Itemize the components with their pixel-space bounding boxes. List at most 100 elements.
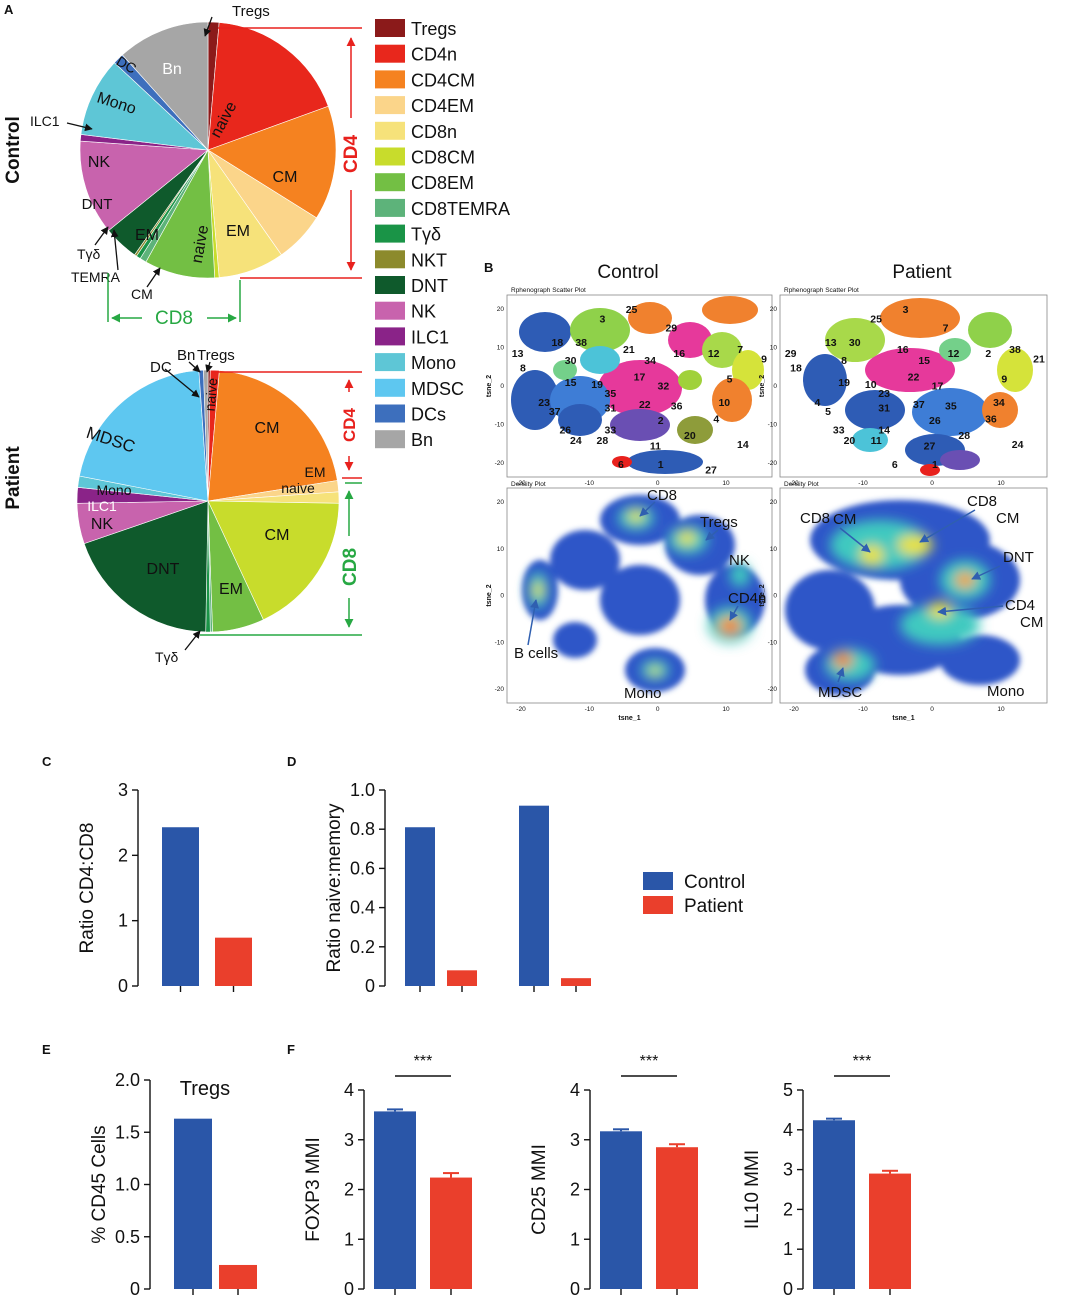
- ytick-label: 0: [365, 976, 375, 996]
- cluster-id-18: 18: [790, 362, 802, 374]
- ytick-label: 2: [344, 1180, 354, 1200]
- ann-dnt-p: DNT: [1003, 549, 1034, 566]
- density-ann-control: CD8 Tregs NK CD4n B cells Mono: [514, 487, 766, 702]
- cluster-id-10: 10: [718, 397, 730, 409]
- cluster-id-15: 15: [565, 377, 577, 389]
- cluster-id-1: 1: [658, 459, 664, 471]
- tsne-xtick: 10: [997, 706, 1005, 713]
- tsne-xtick: -10: [585, 706, 595, 713]
- ytick-label: 2: [118, 845, 128, 865]
- ytick-label: 3: [118, 780, 128, 800]
- pie-label-em-cd8-p: EM: [219, 581, 243, 598]
- cluster-id-2: 2: [985, 348, 991, 360]
- ytick-label: 0.2: [350, 937, 375, 957]
- legend-swatch-11: [375, 301, 405, 320]
- bar-control: [519, 805, 549, 986]
- cluster-id-18: 18: [552, 337, 564, 349]
- cluster-id-19: 19: [591, 379, 603, 391]
- ytick-label: 4: [570, 1080, 580, 1100]
- ann-cm-b-p: CM: [996, 510, 1019, 527]
- sig-label: ***: [853, 1053, 872, 1070]
- legend-swatch-4: [375, 121, 405, 140]
- ytick-label: 3: [783, 1160, 793, 1180]
- ytick-label: 1: [118, 911, 128, 931]
- pie-label-bn: Bn: [162, 61, 182, 78]
- tsne-ytick: -20: [768, 686, 778, 693]
- cluster-id-23: 23: [878, 388, 890, 400]
- panel-letter-c: C: [42, 754, 52, 769]
- cluster-id-29: 29: [665, 322, 677, 334]
- cluster-id-3: 3: [903, 304, 909, 316]
- cluster-id-4: 4: [713, 413, 719, 425]
- pie-slice-dnt: [83, 500, 209, 633]
- ann-cd8-c: CD8: [647, 487, 677, 504]
- ann-cd8b-p: CD8: [967, 493, 997, 510]
- cluster-id-31: 31: [878, 402, 890, 414]
- row-label-control: Control: [3, 116, 24, 184]
- bar-legend: Control Patient: [643, 872, 745, 917]
- pie-label-em-cd4-p: EM: [305, 464, 326, 480]
- tsne-ytick: 0: [773, 383, 777, 390]
- cluster-id-3: 3: [599, 313, 605, 325]
- ylabel: FOXP3 MMI: [303, 1137, 324, 1242]
- cluster-id-30: 30: [565, 355, 577, 367]
- chart-title: Tregs: [180, 1078, 230, 1100]
- arrow-tgd: [94, 226, 109, 246]
- cluster-id-19: 19: [838, 377, 850, 389]
- legend-label-5: CD8CM: [411, 148, 475, 168]
- legend-label-8: Tγδ: [411, 225, 441, 245]
- pie-label-tregs-p: Tregs: [197, 347, 235, 364]
- tsne-ylabel: tsne_2: [759, 584, 766, 606]
- ann-cd4n-c: CD4n: [728, 590, 766, 607]
- tsne-xtick: 0: [930, 706, 934, 713]
- sig-label: ***: [640, 1053, 659, 1070]
- cluster-id-6: 6: [618, 459, 624, 471]
- ann-nk-c: NK: [729, 552, 750, 569]
- ylabel: % CD45 Cells: [89, 1125, 110, 1243]
- cluster-id-9: 9: [1001, 373, 1007, 385]
- cluster-id-9: 9: [761, 353, 767, 365]
- pie-slice-bn: [121, 21, 209, 151]
- tsne-xtick: 10: [722, 480, 730, 487]
- ytick-label: 3: [570, 1130, 580, 1150]
- tsne-xtick: -10: [858, 480, 868, 487]
- cluster-id-35: 35: [605, 388, 617, 400]
- pie-label-cm-cd8-p: CM: [265, 527, 290, 544]
- cluster-id-13: 13: [512, 348, 524, 360]
- cluster-id-27: 27: [924, 441, 936, 453]
- legend-label-16: Bn: [411, 430, 433, 450]
- tsne-ytick: 20: [497, 499, 505, 506]
- bar-chart-c: 0 1 2 3 Ratio CD4:CD8: [77, 780, 252, 996]
- control-pie: [79, 21, 337, 279]
- tsne-xtick: 0: [656, 706, 660, 713]
- pie-label-dc-p: DC: [150, 359, 172, 376]
- cd4-bracket-label: CD4: [341, 135, 362, 173]
- ytick-label: 4: [344, 1080, 354, 1100]
- tsne-xtick: 0: [930, 480, 934, 487]
- tsne-ytick: 10: [497, 345, 505, 352]
- bar-control: [813, 1120, 855, 1289]
- legend-swatch-2: [375, 70, 405, 89]
- cluster-id-6: 6: [892, 459, 898, 471]
- bar-patient: [656, 1147, 698, 1289]
- ytick-label: 2: [570, 1180, 580, 1200]
- ytick-label: 0.6: [350, 858, 375, 878]
- tsne-xtick: 0: [656, 480, 660, 487]
- tsne-xtick: 10: [722, 706, 730, 713]
- bar-control: [174, 1118, 212, 1289]
- pie-label-nk-p: NK: [91, 516, 114, 533]
- ytick-label: 1.0: [115, 1175, 140, 1195]
- cluster-id-20: 20: [844, 435, 856, 447]
- bar-patient: [219, 1264, 257, 1289]
- cluster-id-32: 32: [658, 381, 670, 393]
- tsne-xtick: -20: [516, 480, 526, 487]
- tsne-xtick: -20: [516, 706, 526, 713]
- pie-label-tgd: Tγδ: [77, 246, 101, 262]
- pie-slice-cd8cm: [207, 500, 340, 621]
- cluster-id-22: 22: [908, 372, 920, 384]
- cluster-id-36: 36: [671, 401, 683, 413]
- bar-chart-e: 0 0.5 1.0 1.5 2.0 % CD45 Cells Tregs: [89, 1070, 257, 1299]
- legend-swatch-0: [375, 19, 405, 37]
